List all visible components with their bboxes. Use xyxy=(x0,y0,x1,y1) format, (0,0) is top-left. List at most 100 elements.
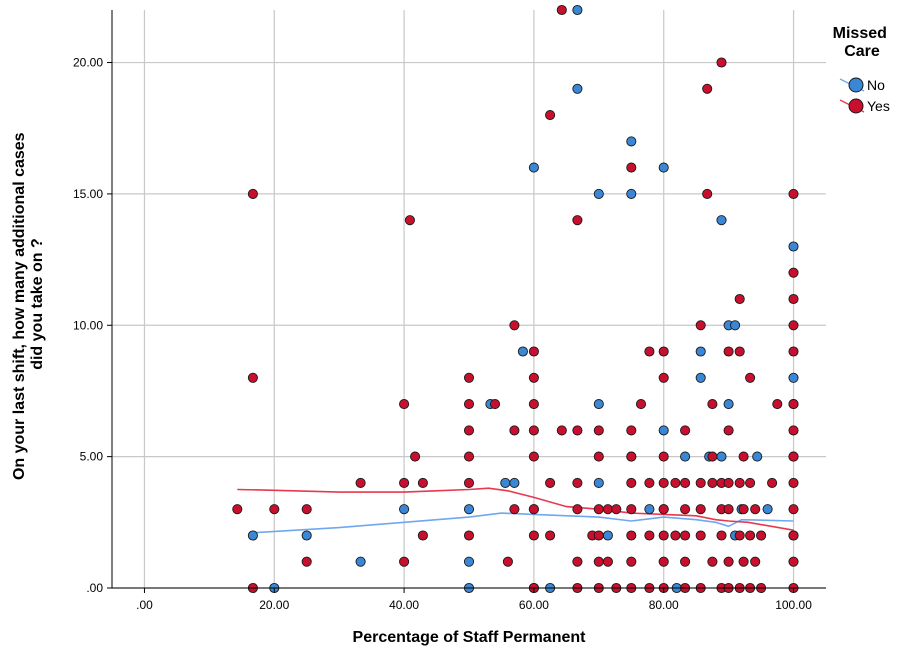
point-yes xyxy=(572,215,583,226)
x-tick-label: 100.00 xyxy=(775,598,812,612)
point-yes xyxy=(399,399,410,410)
point-yes xyxy=(680,477,691,488)
y-tick-label: 5.00 xyxy=(80,450,104,464)
point-no xyxy=(355,556,366,567)
point-yes xyxy=(788,399,799,410)
point-yes xyxy=(232,504,243,515)
point-yes xyxy=(716,57,727,68)
point-yes xyxy=(626,530,637,541)
point-yes xyxy=(658,451,669,462)
point-yes xyxy=(572,425,583,436)
point-yes xyxy=(723,556,734,567)
point-yes xyxy=(410,451,421,462)
x-tick-label: 20.00 xyxy=(259,598,289,612)
point-yes xyxy=(658,372,669,383)
trend-lines xyxy=(237,487,794,534)
point-yes xyxy=(463,477,475,488)
point-yes xyxy=(767,477,778,488)
point-yes xyxy=(528,425,539,436)
point-yes xyxy=(463,451,475,462)
point-yes xyxy=(658,556,669,567)
point-yes xyxy=(626,425,637,436)
point-yes xyxy=(417,477,428,488)
trend-line-no xyxy=(252,512,794,534)
point-yes xyxy=(463,399,475,410)
point-yes xyxy=(658,504,669,515)
point-no xyxy=(463,556,475,567)
point-yes xyxy=(670,477,681,488)
legend-marker-yes xyxy=(848,98,864,114)
point-yes xyxy=(593,504,604,515)
point-yes xyxy=(723,425,734,436)
point-yes xyxy=(702,188,713,199)
point-yes xyxy=(788,451,799,462)
point-no xyxy=(572,4,583,16)
legend-label-no: No xyxy=(867,77,885,93)
point-yes xyxy=(528,372,539,383)
legend-title-line-1: Missed xyxy=(833,25,887,42)
point-yes xyxy=(788,320,799,331)
point-yes xyxy=(301,504,312,515)
data-points xyxy=(232,4,799,594)
legend: Missed Care No Yes xyxy=(833,25,890,114)
point-no xyxy=(301,530,312,541)
point-no xyxy=(593,477,604,488)
point-yes xyxy=(707,399,718,410)
point-yes xyxy=(626,504,637,515)
point-yes xyxy=(528,399,539,410)
point-yes xyxy=(734,346,745,357)
point-yes xyxy=(593,451,604,462)
point-yes xyxy=(738,451,749,462)
point-yes xyxy=(626,477,637,488)
point-yes xyxy=(658,530,669,541)
point-yes xyxy=(750,556,761,567)
point-yes xyxy=(602,504,613,515)
point-yes xyxy=(723,477,734,488)
point-yes xyxy=(702,83,713,94)
y-tick-label: 20.00 xyxy=(73,56,103,70)
point-yes xyxy=(502,556,513,567)
point-yes xyxy=(572,556,583,567)
point-yes xyxy=(734,530,745,541)
point-yes xyxy=(602,556,613,567)
point-yes xyxy=(788,267,799,278)
point-no xyxy=(399,504,410,515)
point-yes xyxy=(528,451,539,462)
point-yes xyxy=(788,293,799,305)
point-yes xyxy=(509,320,520,331)
point-no xyxy=(762,504,773,515)
point-yes xyxy=(556,4,567,16)
point-yes xyxy=(556,425,567,436)
point-yes xyxy=(509,504,520,515)
point-yes xyxy=(756,530,767,541)
point-no xyxy=(463,504,475,515)
y-tick-label: .00 xyxy=(86,581,103,595)
point-yes xyxy=(723,504,734,515)
y-tick-label: 10.00 xyxy=(73,318,103,332)
point-yes xyxy=(644,346,655,357)
point-yes xyxy=(545,477,556,488)
point-yes xyxy=(509,425,520,436)
point-yes xyxy=(707,477,718,488)
trend-line-yes xyxy=(237,487,794,531)
point-yes xyxy=(644,477,655,488)
point-yes xyxy=(247,188,258,199)
point-yes xyxy=(399,477,410,488)
point-no xyxy=(626,136,637,147)
point-no xyxy=(644,504,655,515)
point-no xyxy=(716,215,727,226)
point-yes xyxy=(695,320,706,331)
point-yes xyxy=(745,372,756,383)
point-yes xyxy=(750,504,761,515)
point-yes xyxy=(680,425,691,436)
point-yes xyxy=(355,477,366,488)
point-no xyxy=(509,477,520,488)
point-yes xyxy=(680,530,691,541)
point-yes xyxy=(734,293,745,305)
point-yes xyxy=(788,504,799,515)
point-no xyxy=(500,477,511,488)
point-yes xyxy=(658,346,669,357)
point-yes xyxy=(399,556,410,567)
point-yes xyxy=(269,504,280,515)
